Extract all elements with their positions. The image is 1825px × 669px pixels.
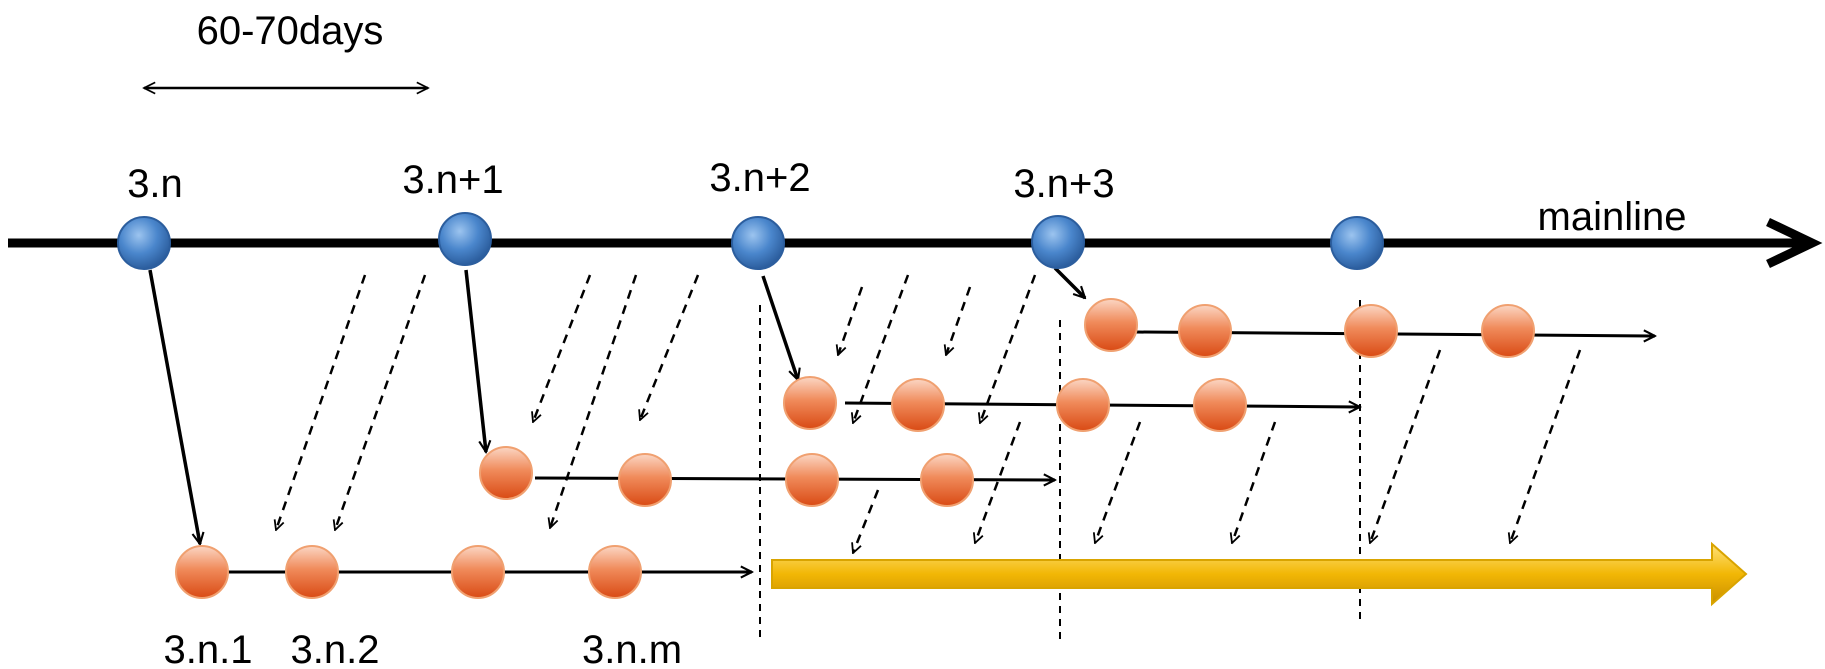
branch-node xyxy=(479,446,533,500)
mainline-label: mainline xyxy=(1538,195,1687,239)
branch-off-arrow xyxy=(1053,266,1085,298)
duration-label: 60-70days xyxy=(197,9,384,53)
branch-label-3nm: 3.n.m xyxy=(582,628,682,669)
branch-node xyxy=(1193,378,1247,432)
branch-node xyxy=(285,545,339,599)
branch-node xyxy=(891,378,945,432)
release-label-3n: 3.n xyxy=(127,162,183,206)
branch-node xyxy=(920,453,974,507)
mainline-arrowhead xyxy=(1766,217,1823,269)
backport-arrows xyxy=(276,274,1582,553)
branch-node xyxy=(588,545,642,599)
release-label-3n1: 3.n+1 xyxy=(402,158,503,202)
branch-node xyxy=(785,453,839,507)
branch-off-arrow xyxy=(464,269,486,452)
branch-node xyxy=(451,545,505,599)
branch-off-arrow xyxy=(148,269,200,544)
release-node xyxy=(1330,216,1384,270)
release-label-3n2: 3.n+2 xyxy=(709,156,810,200)
branch-node xyxy=(618,453,672,507)
branch-node xyxy=(783,376,837,430)
branch-node xyxy=(1481,304,1535,358)
branch-off-arrow xyxy=(761,275,798,380)
release-node xyxy=(438,212,492,266)
release-node xyxy=(731,216,785,270)
branch-nodes xyxy=(175,298,1535,599)
support-period-arrow xyxy=(771,541,1748,607)
branch-node xyxy=(175,545,229,599)
branch-label-3n2: 3.n.2 xyxy=(291,628,380,669)
release-label-3n3: 3.n+3 xyxy=(1013,162,1114,206)
branch-node xyxy=(1056,378,1110,432)
release-node xyxy=(117,216,171,270)
branch-label-3n1: 3.n.1 xyxy=(164,628,253,669)
branch-node xyxy=(1084,298,1138,352)
branch-node xyxy=(1178,304,1232,358)
branch-node xyxy=(1344,304,1398,358)
release-node xyxy=(1031,215,1085,269)
